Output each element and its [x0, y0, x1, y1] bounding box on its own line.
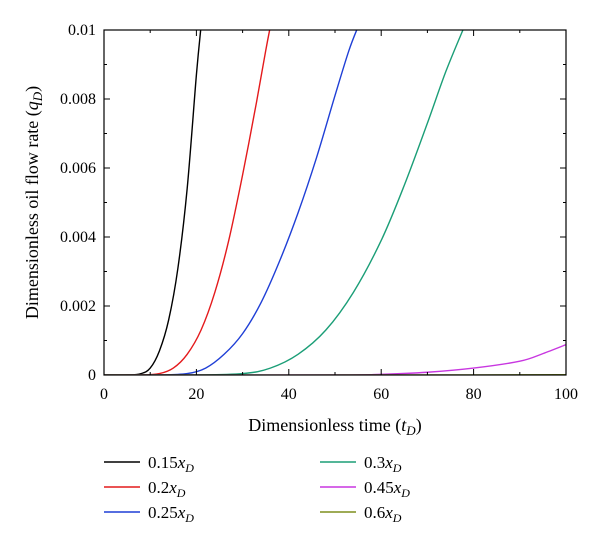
y-axis-label-sub: D	[30, 91, 45, 102]
legend-label: 0.3xD	[364, 453, 402, 475]
x-tick-label: 60	[373, 386, 389, 403]
series-line-1	[104, 30, 271, 375]
series-line-2	[104, 30, 358, 375]
series-layer	[104, 30, 566, 375]
y-tick-label: 0.004	[60, 229, 96, 246]
legend-item-5: 0.6xD	[320, 503, 402, 525]
x-tick-label: 40	[281, 386, 297, 403]
legend-item-1: 0.2xD	[104, 478, 186, 500]
plot-frame	[103, 29, 567, 376]
ticks-layer: 0 20 40 60 80 100 0 0.002 0.004 0.006 0.008 0.01	[60, 22, 578, 403]
y-tick-label: 0.006	[60, 160, 96, 177]
y-axis-label-var: q	[22, 101, 42, 110]
legend-label: 0.45xD	[364, 478, 410, 500]
legend-label: 0.6xD	[364, 503, 402, 525]
x-tick-label: 20	[188, 386, 204, 403]
y-axis-label-close: )	[22, 86, 43, 92]
x-axis-label: Dimensionless time (tD)	[248, 415, 421, 438]
y-tick-label: 0	[88, 367, 96, 384]
series-line-3	[104, 30, 464, 375]
series-line-4	[104, 343, 566, 375]
legend-label: 0.15xD	[148, 453, 194, 475]
legend-label: 0.2xD	[148, 478, 186, 500]
x-axis-label-text: Dimensionless time (	[248, 415, 401, 436]
legend-label: 0.25xD	[148, 503, 194, 525]
legend: 0.15xD 0.2xD 0.25xD 0.3xD 0.45xD 0.6xD	[104, 453, 410, 525]
x-axis-label-close: )	[416, 415, 422, 436]
legend-item-0: 0.15xD	[104, 453, 194, 475]
x-tick-label: 0	[100, 386, 108, 403]
x-axis-label-sub: D	[405, 423, 416, 438]
x-tick-label: 100	[554, 386, 578, 403]
y-tick-label: 0.008	[60, 91, 96, 108]
legend-item-3: 0.3xD	[320, 453, 402, 475]
x-axis-label-var: t	[401, 415, 407, 435]
y-axis-label: Dimensionless oil flow rate (qD)	[22, 86, 45, 319]
y-tick-label: 0.002	[60, 298, 96, 315]
series-line-0	[104, 30, 202, 375]
legend-item-4: 0.45xD	[320, 478, 410, 500]
y-tick-label: 0.01	[68, 22, 96, 39]
x-tick-label: 80	[466, 386, 482, 403]
y-axis-label-text: Dimensionless oil flow rate (	[22, 110, 43, 319]
legend-item-2: 0.25xD	[104, 503, 194, 525]
